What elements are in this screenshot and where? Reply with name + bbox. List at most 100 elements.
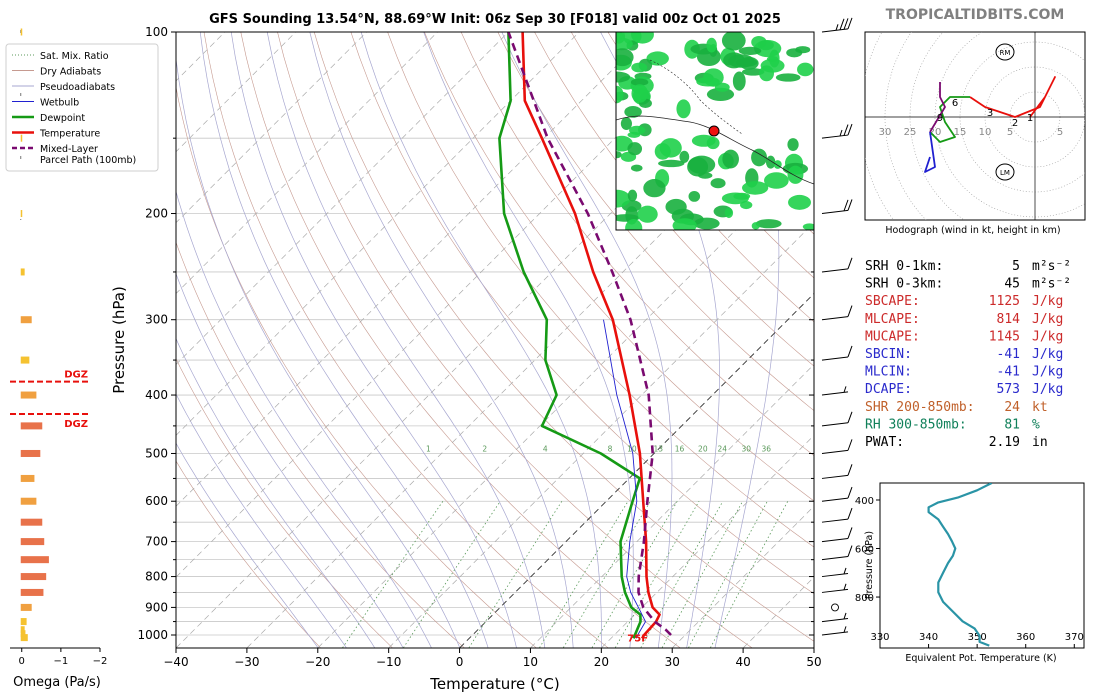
x-tick-label: −30 bbox=[234, 655, 259, 669]
map-precip-blob bbox=[616, 32, 626, 44]
barb-half-flag bbox=[843, 612, 847, 620]
barb-flag bbox=[839, 18, 845, 31]
hodograph-ring-label: 25 bbox=[904, 127, 917, 138]
barb-half-flag bbox=[843, 386, 847, 393]
isotherm-line bbox=[176, 32, 297, 153]
map-precip-blob bbox=[691, 134, 716, 147]
barb-staff bbox=[821, 391, 849, 396]
mixing-ratio-line bbox=[640, 501, 724, 648]
y-tick-label: 200 bbox=[145, 207, 168, 221]
barb-flag bbox=[847, 439, 853, 451]
map-precip-blob bbox=[665, 198, 687, 215]
mixing-ratio-label: 4 bbox=[543, 444, 548, 453]
omega-bar bbox=[20, 210, 23, 218]
mixing-ratio-line bbox=[688, 501, 768, 648]
mixing-ratio-label: 36 bbox=[762, 444, 772, 453]
barb-flag bbox=[847, 507, 853, 520]
x-tick-label: 0 bbox=[456, 655, 464, 669]
y-tick-label: 900 bbox=[145, 600, 168, 614]
dry-adiabat-line bbox=[460, 32, 814, 456]
map-precip-blob bbox=[788, 194, 811, 210]
isotherm-line bbox=[176, 32, 438, 295]
x-tick-label: −40 bbox=[163, 655, 188, 669]
index-label: DCAPE: bbox=[865, 382, 912, 397]
theta-e-y-tick-label: 600 bbox=[855, 545, 874, 556]
barb-flag bbox=[847, 305, 853, 317]
map-precip-blob bbox=[616, 85, 624, 104]
map-precip-blob bbox=[710, 178, 726, 189]
dry-adiabat-line bbox=[277, 32, 753, 648]
omega-bar bbox=[20, 626, 25, 634]
map-precip-blob bbox=[755, 219, 782, 229]
map-precip-blob bbox=[630, 78, 649, 86]
hodograph-parcel-segment bbox=[929, 82, 946, 133]
pseudoadiabat-line bbox=[230, 32, 517, 648]
theta-e-x-tick-label: 360 bbox=[1016, 632, 1035, 643]
omega-bar bbox=[20, 449, 41, 457]
map-precip-blob bbox=[637, 205, 658, 223]
pseudoadiabat-line bbox=[309, 32, 574, 648]
omega-bar bbox=[20, 618, 27, 626]
hodograph-dewpoint-segment bbox=[929, 96, 970, 143]
theta-e-y-label: Pressure (hPa) bbox=[864, 531, 875, 599]
map-precip-blob bbox=[795, 46, 811, 54]
map-precip-blob bbox=[738, 46, 762, 55]
hodograph-caption: Hodograph (wind in kt, height in km) bbox=[885, 225, 1060, 236]
omega-bar bbox=[20, 603, 32, 611]
map-precip-blob bbox=[724, 207, 734, 219]
barb-half-flag bbox=[843, 567, 847, 575]
map-precip-blob bbox=[688, 190, 701, 202]
hodograph-height-label: 3 bbox=[987, 108, 993, 119]
map-precip-blob bbox=[672, 218, 697, 230]
index-label: SRH 0-1km: bbox=[865, 259, 943, 274]
legend-label: Dewpoint bbox=[40, 113, 85, 124]
map-precip-blob bbox=[787, 138, 799, 151]
map-precip-blob bbox=[706, 87, 735, 101]
barb-flag bbox=[843, 124, 849, 136]
barb-flag bbox=[843, 18, 849, 30]
map-precip-blob bbox=[624, 105, 642, 118]
map-precip-blob bbox=[688, 155, 716, 174]
map-precip-blob bbox=[616, 151, 622, 159]
map-precip-blob bbox=[775, 73, 801, 82]
omega-bar bbox=[20, 268, 25, 276]
dry-adiabat-line bbox=[570, 32, 814, 323]
y-tick-label: 700 bbox=[145, 535, 168, 549]
mixing-ratio-line bbox=[403, 500, 501, 648]
wetbulb-profile-line bbox=[603, 319, 646, 639]
chart-title: GFS Sounding 13.54°N, 88.69°W Init: 06z … bbox=[209, 12, 781, 27]
map-precip-blob bbox=[740, 201, 753, 210]
index-value: 573 bbox=[997, 382, 1020, 397]
dry-adiabat-line bbox=[176, 85, 537, 648]
y-tick-label: 600 bbox=[145, 494, 168, 508]
map-precip-blob bbox=[802, 223, 814, 230]
omega-bar bbox=[20, 588, 44, 596]
map-precip-blob bbox=[620, 117, 632, 131]
index-value: -41 bbox=[997, 365, 1020, 380]
barb-flag bbox=[847, 345, 853, 358]
thermo-indices: SRH 0-1km: 5 m²s⁻² SRH 0-3km: 45 m²s⁻² SBCAPE:… bbox=[865, 259, 1071, 450]
map-precip-blob bbox=[679, 150, 690, 163]
index-label: MLCAPE: bbox=[865, 312, 920, 327]
skewt-background-lines: 1 2 4 8 10 13 16 20 24 30 36 bbox=[176, 32, 1100, 648]
mixing-ratio-line bbox=[710, 501, 789, 648]
barb-staff bbox=[821, 316, 849, 321]
temperature-profile-line bbox=[521, 32, 661, 640]
skewt-y-label: Pressure (hPa) bbox=[110, 286, 128, 394]
omega-bar bbox=[20, 391, 37, 399]
map-precip-blob bbox=[627, 131, 641, 138]
map-precip-blob bbox=[721, 192, 749, 205]
barb-staff bbox=[821, 537, 849, 543]
dry-adiabat-line bbox=[1085, 32, 1100, 648]
pseudoadiabat-line bbox=[714, 32, 780, 648]
index-value: 24 bbox=[1004, 400, 1020, 415]
index-value: 81 bbox=[1004, 417, 1020, 432]
hodograph-height-label: 9 bbox=[937, 113, 943, 124]
pseudoadiabat-line bbox=[176, 272, 404, 648]
map-precip-blob bbox=[706, 37, 717, 53]
barb-staff bbox=[821, 556, 849, 561]
omega-bar bbox=[20, 134, 23, 142]
barb-staff bbox=[821, 449, 849, 454]
barb-flag bbox=[847, 17, 853, 30]
map-precip-blob bbox=[769, 49, 780, 68]
